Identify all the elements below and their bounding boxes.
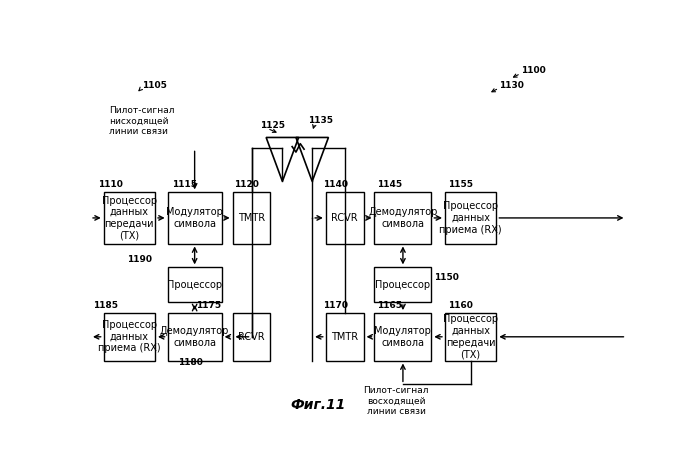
Text: 1125: 1125 [259, 121, 284, 130]
Text: TMTR: TMTR [331, 332, 359, 342]
Text: Демодулятор
символа: Демодулятор символа [160, 326, 229, 348]
Text: 1140: 1140 [323, 180, 348, 190]
Text: 1110: 1110 [98, 180, 123, 190]
Bar [445, 192, 496, 244]
Text: 1160: 1160 [447, 301, 473, 310]
Text: 1130: 1130 [499, 81, 524, 90]
Bar [233, 192, 271, 244]
Text: 1150: 1150 [434, 273, 459, 282]
Bar [233, 313, 271, 361]
Text: RCVR: RCVR [331, 213, 358, 223]
Text: 1120: 1120 [233, 180, 259, 190]
Bar [168, 192, 222, 244]
Bar [103, 192, 155, 244]
Text: 1155: 1155 [447, 180, 473, 190]
Text: Процессор
данных
передачи
(TX): Процессор данных передачи (TX) [102, 196, 157, 240]
Bar [326, 313, 363, 361]
Text: Процессор: Процессор [375, 280, 431, 290]
Text: 1135: 1135 [308, 116, 333, 125]
Bar [375, 192, 431, 244]
Text: 1105: 1105 [141, 81, 166, 90]
Bar [445, 313, 496, 361]
Text: 1180: 1180 [178, 358, 203, 367]
Bar [375, 313, 431, 361]
Text: Процессор: Процессор [167, 280, 222, 290]
Text: Модулятор
символа: Модулятор символа [166, 207, 223, 229]
Bar [168, 267, 222, 302]
Text: Модулятор
символа: Модулятор символа [375, 326, 431, 348]
Text: TMTR: TMTR [238, 213, 265, 223]
Text: 1170: 1170 [323, 301, 348, 310]
Text: 1165: 1165 [377, 301, 402, 310]
Text: 1115: 1115 [172, 180, 197, 190]
Text: Пилот-сигнал
восходящей
линии связи: Пилот-сигнал восходящей линии связи [363, 386, 429, 416]
Text: RCVR: RCVR [238, 332, 265, 342]
Text: Процессор
данных
приема (RX): Процессор данных приема (RX) [98, 320, 161, 353]
Bar [375, 267, 431, 302]
Text: 1175: 1175 [196, 301, 221, 310]
Text: 1190: 1190 [127, 256, 152, 265]
Text: Пилот-сигнал
нисходящей
линии связи: Пилот-сигнал нисходящей линии связи [109, 106, 175, 136]
Bar [168, 313, 222, 361]
Text: Демодулятор
символа: Демодулятор символа [368, 207, 438, 229]
Text: 1185: 1185 [93, 301, 118, 310]
Bar [103, 313, 155, 361]
Text: 1100: 1100 [521, 66, 545, 76]
Text: Фиг.11: Фиг.11 [290, 398, 345, 412]
Text: Процессор
данных
приема (RX): Процессор данных приема (RX) [440, 201, 502, 235]
Text: Процессор
данных
передачи
(TX): Процессор данных передачи (TX) [443, 314, 498, 359]
Text: 1145: 1145 [377, 180, 403, 190]
Bar [326, 192, 363, 244]
